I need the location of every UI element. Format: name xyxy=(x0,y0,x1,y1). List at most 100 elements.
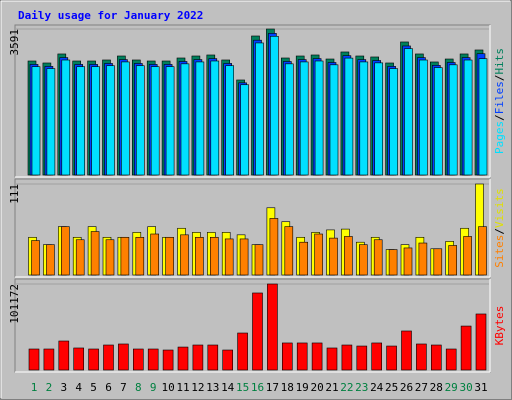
bar xyxy=(296,342,308,371)
bar xyxy=(388,249,398,276)
bar xyxy=(374,62,384,176)
bar xyxy=(329,64,339,176)
bar xyxy=(58,340,70,371)
bar xyxy=(222,349,233,371)
bar xyxy=(91,66,100,176)
x-tick-label: 7 xyxy=(120,381,127,394)
legend-entry: Pages xyxy=(493,121,506,154)
bar xyxy=(269,218,279,276)
bar xyxy=(121,61,130,176)
bar xyxy=(356,345,368,371)
x-tick-label: 12 xyxy=(191,381,204,394)
bar xyxy=(240,84,249,176)
x-tick-label: 6 xyxy=(105,381,112,394)
y-tick-label: 3591 xyxy=(8,29,21,56)
bar xyxy=(60,226,70,276)
bar xyxy=(311,342,323,371)
x-tick-label: 21 xyxy=(325,381,338,394)
bar xyxy=(210,236,219,276)
bar xyxy=(31,240,40,276)
bar xyxy=(314,233,323,276)
x-tick-label: 10 xyxy=(161,381,174,394)
bar xyxy=(150,66,160,176)
bar xyxy=(430,344,442,371)
bar xyxy=(416,343,427,371)
bar xyxy=(299,241,309,276)
legend-entry: Hits xyxy=(493,48,506,75)
x-tick-label: 2 xyxy=(46,381,53,394)
bar xyxy=(433,67,443,176)
bar xyxy=(433,248,443,276)
bar xyxy=(105,239,115,276)
x-tick-label: 3 xyxy=(60,381,67,394)
x-tick-label: 22 xyxy=(340,381,353,394)
bar xyxy=(106,65,115,176)
bar xyxy=(267,283,278,371)
x-tick-label: 8 xyxy=(135,381,142,394)
y-tick-label: 101172 xyxy=(8,284,21,324)
bar xyxy=(254,244,264,276)
bar xyxy=(448,245,458,276)
bar xyxy=(281,342,293,371)
bar xyxy=(90,231,100,276)
bar xyxy=(478,58,488,176)
legend: Sites/Visits xyxy=(493,188,506,268)
bar xyxy=(31,66,41,176)
bar xyxy=(61,59,71,176)
x-tick-label: 5 xyxy=(90,381,97,394)
bar xyxy=(314,60,324,176)
bar xyxy=(358,244,368,276)
bar xyxy=(76,66,85,176)
x-tick-label: 31 xyxy=(474,381,487,394)
bar xyxy=(136,65,145,176)
bar xyxy=(28,348,40,371)
bar xyxy=(46,244,55,276)
bar xyxy=(463,236,472,276)
x-tick-label: 9 xyxy=(150,381,157,394)
bar xyxy=(195,236,204,276)
bar xyxy=(299,61,309,176)
x-tick-label: 15 xyxy=(236,381,249,394)
legend-entry: Files xyxy=(493,81,506,114)
x-tick-label: 4 xyxy=(75,381,82,394)
bar xyxy=(478,226,487,276)
bar xyxy=(284,226,294,276)
bar xyxy=(344,57,354,176)
legend-entry: KBytes xyxy=(493,306,506,346)
bar xyxy=(207,344,219,371)
x-tick-label: 16 xyxy=(251,381,264,394)
bar xyxy=(329,237,338,276)
x-tick-label: 30 xyxy=(459,381,472,394)
bar xyxy=(180,234,189,276)
bar xyxy=(46,68,56,176)
x-tick-label: 23 xyxy=(355,381,368,394)
legend-separator: / xyxy=(493,75,506,82)
legend-entry: Visits xyxy=(493,188,506,228)
bar xyxy=(43,348,55,371)
x-tick-label: 28 xyxy=(430,381,443,394)
bar xyxy=(284,63,294,176)
x-tick-label: 11 xyxy=(176,381,189,394)
chart-title: Daily usage for January 2022 xyxy=(18,9,203,22)
x-tick-label: 20 xyxy=(310,381,323,394)
bar xyxy=(404,48,413,176)
bar xyxy=(239,238,249,276)
bar xyxy=(237,332,248,371)
x-tick-label: 26 xyxy=(400,381,413,394)
bar xyxy=(252,292,263,371)
x-tick-label: 27 xyxy=(415,381,428,394)
bar xyxy=(224,238,234,276)
x-tick-label: 13 xyxy=(206,381,219,394)
bar xyxy=(180,63,190,176)
bar xyxy=(195,61,205,176)
x-tick-label: 1 xyxy=(31,381,38,394)
bar xyxy=(133,348,144,371)
x-tick-label: 14 xyxy=(221,381,235,394)
legend-separator: / xyxy=(493,228,506,235)
bar xyxy=(419,59,428,176)
bar xyxy=(162,349,174,371)
bar xyxy=(401,330,412,371)
x-tick-label: 29 xyxy=(445,381,458,394)
bar xyxy=(120,236,130,276)
